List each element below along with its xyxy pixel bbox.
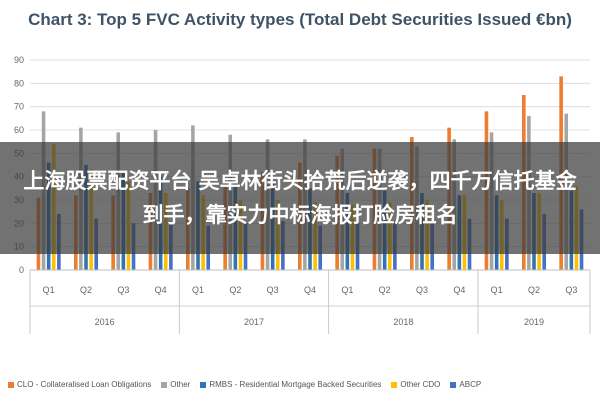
- year-label: 2016: [95, 317, 115, 327]
- year-label: 2018: [393, 317, 413, 327]
- overlay-text: 上海股票配资平台 吴卓林街头拾荒后逆袭，四千万信托基金到手，靠实力中标海报打脸房…: [23, 169, 577, 227]
- year-label: 2019: [524, 317, 544, 327]
- x-tick-label: Q2: [528, 285, 540, 295]
- y-tick-label: 80: [14, 78, 24, 88]
- y-tick-label: 90: [14, 55, 24, 65]
- x-tick-label: Q3: [565, 285, 577, 295]
- legend-item: ABCP: [450, 380, 481, 389]
- legend: CLO - Collateralised Loan Obligations Oth…: [8, 380, 598, 389]
- x-tick-label: Q1: [192, 285, 204, 295]
- legend-swatch: [391, 381, 398, 388]
- legend-label: CLO - Collateralised Loan Obligations: [17, 380, 152, 389]
- legend-swatch: [450, 381, 457, 388]
- chart-title: Chart 3: Top 5 FVC Activity types (Total…: [28, 10, 572, 29]
- legend-item: RMBS - Residential Mortgage Backed Secur…: [200, 380, 381, 389]
- legend-swatch: [8, 381, 14, 388]
- x-tick-label: Q3: [117, 285, 129, 295]
- x-tick-label: Q3: [267, 285, 279, 295]
- x-tick-label: Q1: [341, 285, 353, 295]
- legend-swatch: [200, 381, 207, 388]
- x-tick-label: Q3: [416, 285, 428, 295]
- legend-item: CLO - Collateralised Loan Obligations: [8, 380, 151, 389]
- legend-item: Other: [161, 380, 190, 389]
- y-tick-label: 0: [19, 265, 24, 275]
- x-tick-label: Q4: [453, 285, 465, 295]
- legend-label: Other: [170, 380, 191, 389]
- x-tick-label: Q2: [80, 285, 92, 295]
- x-tick-label: Q4: [155, 285, 167, 295]
- x-tick-label: Q4: [304, 285, 316, 295]
- y-tick-label: 60: [14, 125, 24, 135]
- x-tick-label: Q1: [491, 285, 503, 295]
- y-tick-label: 70: [14, 102, 24, 112]
- x-tick-label: Q1: [43, 285, 55, 295]
- year-label: 2017: [244, 317, 264, 327]
- overlay-banner: 上海股票配资平台 吴卓林街头拾荒后逆袭，四千万信托基金到手，靠实力中标海报打脸房…: [0, 142, 600, 254]
- legend-label: RMBS - Residential Mortgage Backed Secur…: [209, 380, 382, 389]
- x-tick-label: Q2: [229, 285, 241, 295]
- legend-item: Other CDO: [391, 380, 440, 389]
- legend-label: Other CDO: [400, 380, 441, 389]
- legend-label: ABCP: [459, 380, 482, 389]
- x-axis: Q1 Q2 Q3 Q4 Q1 Q2 Q3 Q4 Q1 Q2 Q3 Q4 Q1 Q2 Q3 2016 2017 20…: [29, 269, 591, 334]
- x-tick-label: Q2: [379, 285, 391, 295]
- legend-swatch: [161, 381, 168, 388]
